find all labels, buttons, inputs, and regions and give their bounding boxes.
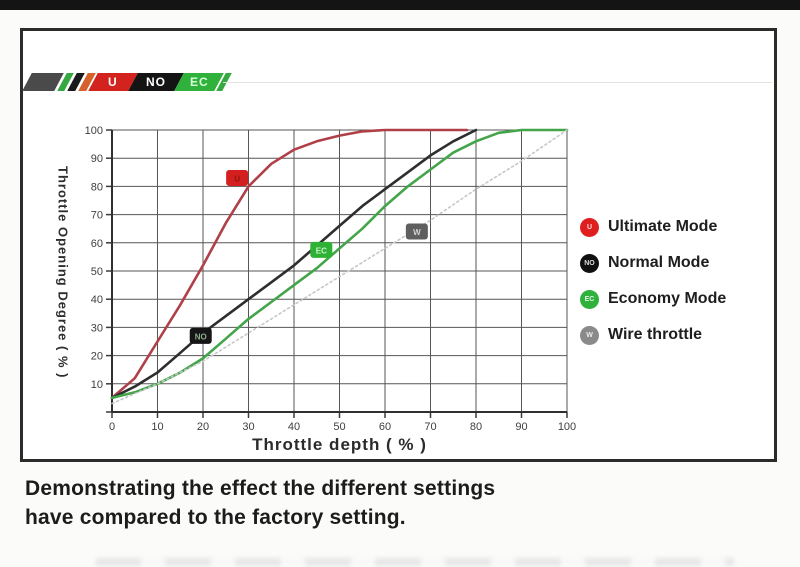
svg-text:U: U [234,174,240,183]
svg-text:80: 80 [470,421,482,433]
top-black-bar [0,0,800,10]
svg-text:100: 100 [85,125,103,137]
svg-text:50: 50 [91,266,103,278]
svg-text:0: 0 [109,421,115,433]
svg-text:NO: NO [195,332,207,341]
svg-text:70: 70 [91,210,103,222]
brand-logo-ribbon: U NO EC [22,73,232,91]
economy-mode-icon: EC [580,289,599,309]
svg-text:30: 30 [242,421,254,433]
wire-throttle-icon: W [580,325,599,345]
legend-dot-letter: EC [584,295,595,303]
plot-svg: 0 10 20 30 40 50 60 70 80 90 100 10 20 30 40 50 60 70 80 90… [85,125,577,433]
svg-text:90: 90 [515,421,527,433]
svg-text:100: 100 [558,421,576,433]
svg-text:40: 40 [91,294,103,306]
svg-text:10: 10 [151,421,163,433]
plot-area: 0 10 20 30 40 50 60 70 80 90 100 10 20 30 40 50 60 70 80 90… [85,125,577,433]
ribbon-divider-line [223,82,772,83]
caption: Demonstrating the effect the different s… [25,474,625,532]
legend-label: Economy Mode [608,290,727,307]
normal-mode-icon: NO [580,253,599,273]
legend-label: Normal Mode [608,254,710,271]
x-axis-label: Throttle depth ( % ) [252,435,427,454]
legend-dot-letter: U [586,223,593,231]
caption-line-1: Demonstrating the effect the different s… [25,477,496,500]
svg-text:10: 10 [91,379,103,391]
logo-letter-no: NO [146,75,166,89]
svg-text:70: 70 [424,421,436,433]
svg-text:30: 30 [91,322,103,334]
logo-letter-u: U [108,75,118,89]
y-axis-label: Throttle Opening Degree ( % ) [55,165,71,379]
svg-text:60: 60 [379,421,391,433]
svg-text:80: 80 [91,181,103,193]
caption-line-2: have compared to the factory setting. [25,506,406,529]
svg-text:20: 20 [91,351,103,363]
legend-item-wire-throttle: W Wire throttle [580,317,726,353]
legend-label: Wire throttle [608,326,703,343]
legend-dot-letter: W [586,331,593,339]
svg-text:50: 50 [333,421,345,433]
svg-text:90: 90 [91,153,103,165]
legend-label: Ultimate Mode [608,218,718,235]
svg-text:EC: EC [316,246,327,255]
chart-panel: U NO EC Throttle Opening Degree ( % ) 0 1… [20,28,777,462]
legend-item-ultimate: U Ultimate Mode [580,209,726,245]
cropped-text-ghost [95,558,735,566]
svg-text:20: 20 [197,421,209,433]
logo-letter-ec: EC [189,75,209,89]
legend: U Ultimate Mode NO Normal Mode EC Econom… [580,209,726,353]
svg-text:W: W [413,228,421,237]
legend-item-economy: EC Economy Mode [580,281,726,317]
ultimate-mode-icon: U [580,217,599,237]
svg-text:60: 60 [91,238,103,250]
legend-dot-letter: NO [584,259,595,267]
legend-item-normal: NO Normal Mode [580,245,726,281]
svg-text:40: 40 [288,421,300,433]
